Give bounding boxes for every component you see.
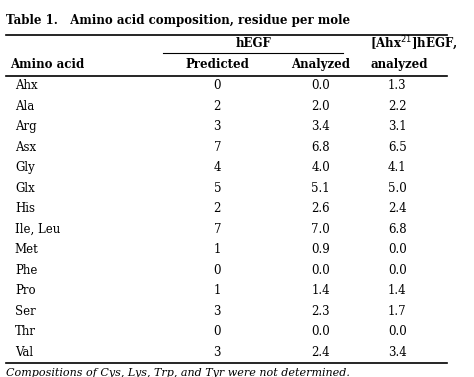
Text: 2.2: 2.2 (388, 100, 406, 113)
Text: Table 1.   Amino acid composition, residue per mole: Table 1. Amino acid composition, residue… (6, 14, 350, 27)
Text: 6.5: 6.5 (388, 141, 407, 154)
Text: 3.1: 3.1 (388, 120, 407, 133)
Text: 2.4: 2.4 (388, 202, 407, 215)
Text: Ahx: Ahx (15, 80, 37, 92)
Text: 7: 7 (213, 141, 221, 154)
Text: 7.0: 7.0 (311, 223, 330, 236)
Text: 0: 0 (213, 325, 221, 339)
Text: 3.4: 3.4 (388, 346, 407, 359)
Text: 1.4: 1.4 (311, 284, 330, 297)
Text: 0.0: 0.0 (311, 264, 330, 277)
Text: 1.3: 1.3 (388, 80, 407, 92)
Text: 4.1: 4.1 (388, 161, 407, 175)
Text: Val: Val (15, 346, 33, 359)
Text: analyzed: analyzed (370, 58, 428, 70)
Text: 2: 2 (214, 202, 221, 215)
Text: 6.8: 6.8 (388, 223, 407, 236)
Text: 1.4: 1.4 (388, 284, 407, 297)
Text: Compositions of Cys, Lys, Trp, and Tyr were not determined.: Compositions of Cys, Lys, Trp, and Tyr w… (6, 368, 350, 377)
Text: 0.0: 0.0 (311, 325, 330, 339)
Text: 5: 5 (213, 182, 221, 195)
Text: Phe: Phe (15, 264, 37, 277)
Text: hEGF: hEGF (236, 37, 271, 50)
Text: 3.4: 3.4 (311, 120, 330, 133)
Text: 2.3: 2.3 (311, 305, 330, 318)
Text: 3: 3 (213, 346, 221, 359)
Text: 0: 0 (213, 264, 221, 277)
Text: 2.4: 2.4 (311, 346, 330, 359)
Text: Asx: Asx (15, 141, 36, 154)
Text: 4: 4 (213, 161, 221, 175)
Text: 2.0: 2.0 (311, 100, 330, 113)
Text: Analyzed: Analyzed (291, 58, 350, 70)
Text: His: His (15, 202, 35, 215)
Text: 3: 3 (213, 305, 221, 318)
Text: Amino acid: Amino acid (10, 58, 85, 70)
Text: [Ahx$^{21}$]hEGF,: [Ahx$^{21}$]hEGF, (370, 35, 458, 53)
Text: 5.1: 5.1 (311, 182, 330, 195)
Text: 2.6: 2.6 (311, 202, 330, 215)
Text: 1: 1 (214, 244, 221, 256)
Text: Ser: Ser (15, 305, 36, 318)
Text: 5.0: 5.0 (388, 182, 407, 195)
Text: 0: 0 (213, 80, 221, 92)
Text: Glx: Glx (15, 182, 35, 195)
Text: Arg: Arg (15, 120, 36, 133)
Text: 0.0: 0.0 (388, 264, 407, 277)
Text: 7: 7 (213, 223, 221, 236)
Text: 0.0: 0.0 (388, 244, 407, 256)
Text: 0.0: 0.0 (311, 80, 330, 92)
Text: 0.0: 0.0 (388, 325, 407, 339)
Text: Predicted: Predicted (185, 58, 249, 70)
Text: 1: 1 (214, 284, 221, 297)
Text: 0.9: 0.9 (311, 244, 330, 256)
Text: 6.8: 6.8 (311, 141, 330, 154)
Text: Gly: Gly (15, 161, 35, 175)
Text: 1.7: 1.7 (388, 305, 407, 318)
Text: Ile, Leu: Ile, Leu (15, 223, 60, 236)
Text: 4.0: 4.0 (311, 161, 330, 175)
Text: Thr: Thr (15, 325, 36, 339)
Text: Met: Met (15, 244, 39, 256)
Text: 2: 2 (214, 100, 221, 113)
Text: 3: 3 (213, 120, 221, 133)
Text: Pro: Pro (15, 284, 36, 297)
Text: Ala: Ala (15, 100, 34, 113)
